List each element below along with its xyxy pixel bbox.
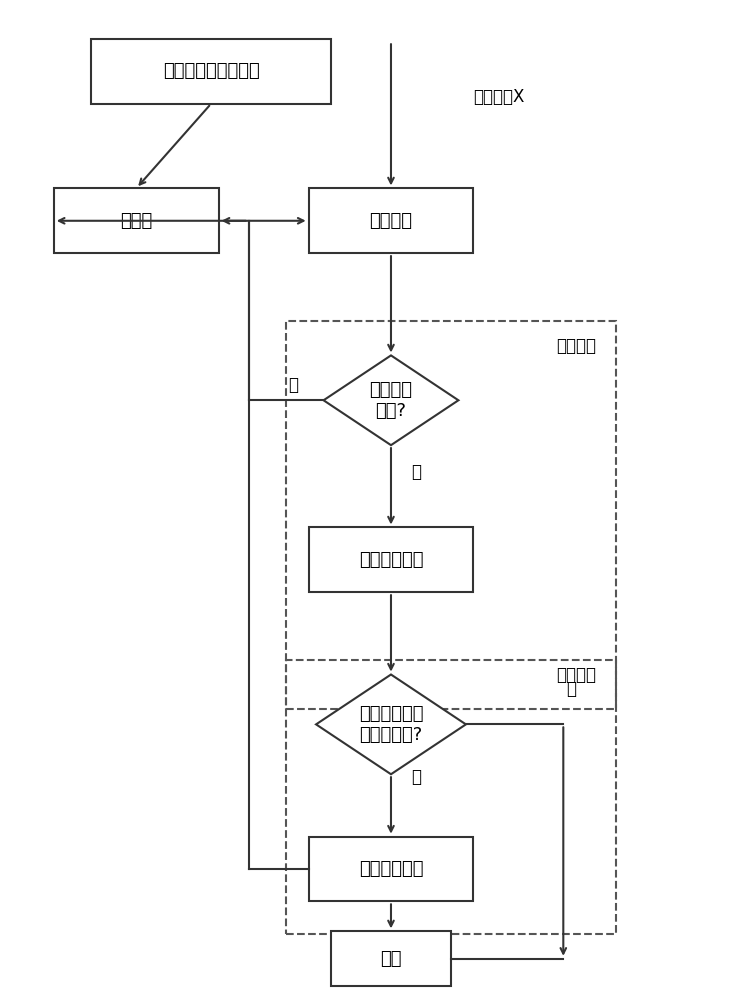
Text: 目标案例X: 目标案例X xyxy=(474,88,525,106)
Text: 案例库: 案例库 xyxy=(120,212,153,230)
Text: 案例修正: 案例修正 xyxy=(556,666,596,684)
Text: 案例结果输出: 案例结果输出 xyxy=(359,551,423,569)
Text: 案例检索: 案例检索 xyxy=(369,212,413,230)
Polygon shape xyxy=(323,355,459,445)
Text: 是: 是 xyxy=(566,680,576,698)
FancyBboxPatch shape xyxy=(54,188,219,253)
Text: 结束: 结束 xyxy=(381,950,402,968)
Text: 是否匹配
成功?: 是否匹配 成功? xyxy=(369,381,413,420)
Polygon shape xyxy=(316,675,466,774)
Text: 案例重用: 案例重用 xyxy=(556,337,596,355)
Text: 否: 否 xyxy=(289,376,299,394)
Text: 否: 否 xyxy=(411,768,420,786)
FancyBboxPatch shape xyxy=(331,931,451,986)
Text: 案例结果修正: 案例结果修正 xyxy=(359,860,423,878)
Text: 是: 是 xyxy=(411,463,420,481)
Text: 案例特征项权重调整: 案例特征项权重调整 xyxy=(162,62,259,80)
FancyBboxPatch shape xyxy=(308,527,474,592)
FancyBboxPatch shape xyxy=(308,188,474,253)
FancyBboxPatch shape xyxy=(308,837,474,901)
Text: 案例结果与目
标事件一致?: 案例结果与目 标事件一致? xyxy=(359,705,423,744)
FancyBboxPatch shape xyxy=(91,39,331,104)
